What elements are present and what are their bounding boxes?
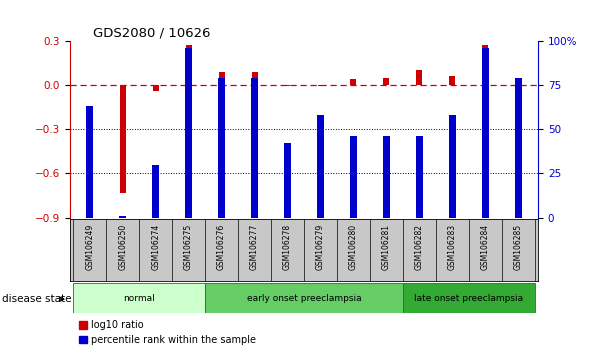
Bar bbox=[251, 78, 258, 218]
Bar bbox=[205, 283, 403, 313]
Text: GSM106274: GSM106274 bbox=[151, 224, 160, 270]
Text: early onset preeclampsia: early onset preeclampsia bbox=[247, 294, 361, 303]
Text: GSM106250: GSM106250 bbox=[118, 224, 127, 270]
Text: normal: normal bbox=[123, 294, 155, 303]
Text: GSM106281: GSM106281 bbox=[382, 224, 391, 270]
Bar bbox=[119, 216, 126, 218]
Bar bbox=[482, 45, 488, 85]
Bar bbox=[449, 115, 456, 218]
Text: disease state: disease state bbox=[2, 294, 71, 304]
Bar bbox=[482, 48, 489, 218]
Bar bbox=[403, 283, 535, 313]
Bar bbox=[317, 115, 324, 218]
Text: GSM106276: GSM106276 bbox=[217, 224, 226, 270]
Bar bbox=[416, 136, 423, 218]
Bar bbox=[383, 136, 390, 218]
Bar bbox=[185, 45, 192, 85]
Bar bbox=[516, 80, 521, 85]
Bar bbox=[219, 72, 224, 85]
Text: GSM106285: GSM106285 bbox=[514, 224, 523, 270]
Text: late onset preeclampsia: late onset preeclampsia bbox=[414, 294, 523, 303]
Bar bbox=[449, 76, 455, 85]
Bar bbox=[416, 70, 423, 85]
Text: GDS2080 / 10626: GDS2080 / 10626 bbox=[93, 27, 211, 40]
Bar bbox=[285, 85, 291, 86]
Text: GSM106282: GSM106282 bbox=[415, 224, 424, 270]
Text: GSM106279: GSM106279 bbox=[316, 224, 325, 270]
Bar bbox=[120, 85, 126, 193]
Bar bbox=[218, 78, 225, 218]
Bar bbox=[384, 78, 389, 85]
Legend: log10 ratio, percentile rank within the sample: log10 ratio, percentile rank within the … bbox=[75, 316, 260, 349]
Bar bbox=[185, 48, 192, 218]
Bar bbox=[515, 78, 522, 218]
Text: GSM106284: GSM106284 bbox=[481, 224, 490, 270]
Text: GSM106277: GSM106277 bbox=[250, 224, 259, 270]
Bar bbox=[252, 72, 258, 85]
Text: GSM106275: GSM106275 bbox=[184, 224, 193, 270]
Bar bbox=[350, 79, 356, 85]
Bar bbox=[86, 106, 93, 218]
Bar bbox=[73, 283, 205, 313]
Bar bbox=[284, 143, 291, 218]
Text: GSM106278: GSM106278 bbox=[283, 224, 292, 270]
Text: GSM106283: GSM106283 bbox=[448, 224, 457, 270]
Bar bbox=[152, 165, 159, 218]
Bar bbox=[317, 85, 323, 86]
Bar bbox=[153, 85, 159, 91]
Text: GSM106249: GSM106249 bbox=[85, 224, 94, 270]
Bar bbox=[350, 136, 357, 218]
Text: GSM106280: GSM106280 bbox=[349, 224, 358, 270]
